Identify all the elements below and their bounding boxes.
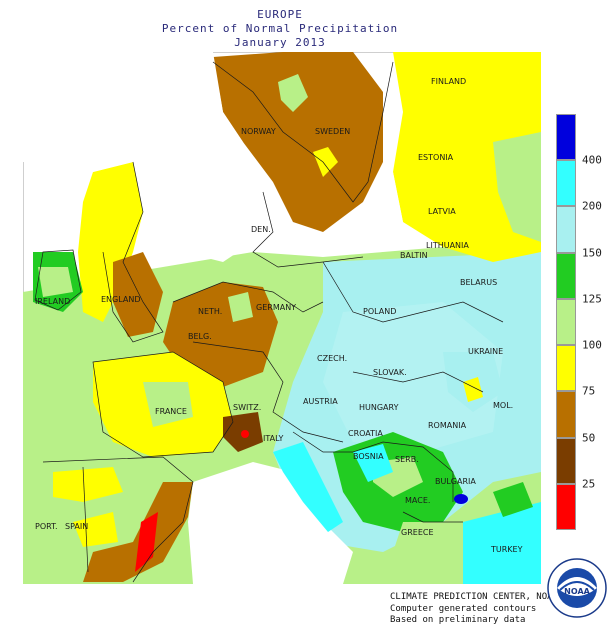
noaa-logo-text: NOAA	[564, 587, 590, 596]
label-baltin: BALTIN	[400, 251, 428, 260]
legend-swatch	[556, 252, 576, 299]
label-spain: SPAIN	[65, 522, 88, 531]
legend-swatch	[556, 437, 576, 484]
label-greece: GREECE	[401, 528, 434, 537]
color-scale-legend: 400 200 150 125 100 75 50 25	[556, 114, 606, 530]
label-switzerland: SWITZ.	[233, 403, 261, 412]
label-belarus: BELARUS	[460, 278, 497, 287]
label-turkey: TURKEY	[490, 545, 523, 554]
label-france: FRANCE	[155, 407, 187, 416]
label-sweden: SWEDEN	[315, 127, 350, 136]
precipitation-map: FINLAND NORWAY SWEDEN ESTONIA DEN. LATVI…	[23, 52, 541, 584]
map-subtitle: Percent of Normal Precipitation	[161, 22, 399, 35]
legend-swatch	[556, 483, 576, 530]
map-period: January 2013	[234, 36, 326, 49]
legend-label: 50	[582, 431, 596, 445]
legend-swatch	[556, 114, 576, 161]
label-latvia: LATVIA	[428, 207, 456, 216]
label-italy: ITALY	[263, 434, 283, 443]
label-slovakia: SLOVAK.	[373, 368, 407, 377]
label-norway: NORWAY	[241, 127, 276, 136]
legend-swatch	[556, 345, 576, 392]
credit-line-1: CLIMATE PREDICTION CENTER, NOAA	[390, 592, 558, 602]
label-macedonia: MACE.	[405, 496, 430, 505]
label-moldova: MOL.	[493, 401, 513, 410]
legend-swatch	[556, 206, 576, 253]
legend-swatch	[556, 298, 576, 346]
label-denmark: DEN.	[251, 225, 271, 234]
label-bosnia: BOSNIA	[353, 452, 384, 461]
credit-line-3: Based on preliminary data	[390, 615, 526, 625]
label-germany: GERMANY	[256, 303, 296, 312]
label-czech: CZECH.	[317, 354, 347, 363]
legend-label: 25	[582, 477, 596, 491]
label-england: ENGLAND	[101, 295, 141, 304]
noaa-logo: NOAA	[547, 558, 607, 618]
legend-swatch	[556, 391, 576, 438]
label-ukraine: UKRAINE	[468, 347, 503, 356]
legend-label: 400	[582, 153, 602, 167]
label-ireland: IRELAND	[35, 297, 70, 306]
legend-label: 125	[582, 292, 602, 306]
legend-label: 100	[582, 338, 602, 352]
label-romania: ROMANIA	[428, 421, 467, 430]
label-croatia: CROATIA	[348, 429, 383, 438]
label-austria: AUSTRIA	[303, 397, 338, 406]
label-poland: POLAND	[363, 307, 396, 316]
map-title: EUROPE	[257, 8, 303, 21]
legend-label: 75	[582, 384, 596, 398]
credit-line-2: Computer generated contours	[390, 604, 537, 614]
legend-label: 150	[582, 246, 602, 260]
label-portugal: PORT.	[35, 522, 58, 531]
label-serbia: SERB.	[395, 455, 419, 464]
label-hungary: HUNGARY	[359, 403, 399, 412]
label-belgium: BELG.	[188, 332, 212, 341]
legend-label: 200	[582, 199, 602, 213]
label-netherlands: NETH.	[198, 307, 222, 316]
label-bulgaria: BULGARIA	[435, 477, 476, 486]
country-labels: FINLAND NORWAY SWEDEN ESTONIA DEN. LATVI…	[35, 77, 523, 554]
label-finland: FINLAND	[431, 77, 466, 86]
label-estonia: ESTONIA	[418, 153, 454, 162]
legend-swatch	[556, 160, 576, 207]
label-lithuania: LITHUANIA	[426, 241, 469, 250]
